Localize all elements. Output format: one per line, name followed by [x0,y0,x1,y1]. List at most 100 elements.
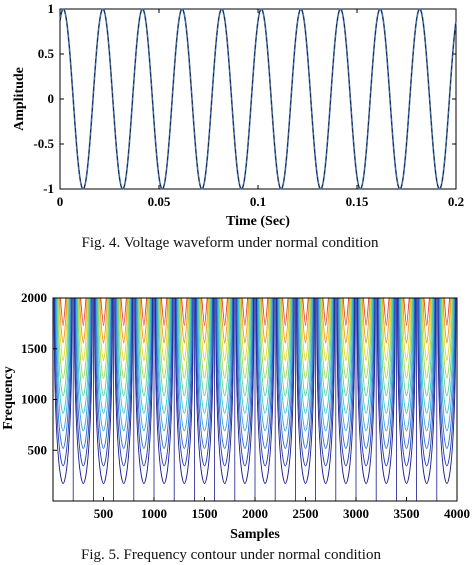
fig5-contour-line [55,298,72,449]
fig5-contour-line [380,298,393,397]
fig5-contour-line [59,298,67,327]
fig4-y-tick-label: 0 [48,91,55,106]
fig5-contour-line [402,298,411,344]
fig4-x-tick-label: 0.05 [148,194,171,209]
fig5-x-tick-label: 1500 [192,506,218,521]
fig5-contour-line [156,298,172,432]
fig5-contour-line [300,298,311,379]
fig5-contour-line [136,298,152,432]
fig5-contour-line [319,298,332,397]
fig5-contour-line [342,298,350,327]
fig5-contour-line [257,298,273,432]
fig5-contour-line [96,298,111,414]
fig5-contour-line [135,298,152,449]
fig5-contour-line [257,298,274,449]
fig5-contour-line [338,298,354,432]
fig5-contour-line [421,298,433,379]
fig5-contour-line [156,298,173,449]
fig5-contour-line [120,298,127,327]
fig5-contour-line [215,298,235,484]
fig5-x-tick-label: 1000 [141,506,167,521]
fig5-caption: Fig. 5. Frequency contour under normal c… [81,547,381,563]
fig5-contour-line [341,298,351,362]
fig5-contour-line [316,298,336,484]
fig5-contour-line [255,298,275,484]
fig5-contour-line [158,298,170,379]
fig5-contour-line [177,298,192,414]
fig5-contour-line [279,298,292,397]
fig5-x-axis-label: Samples [230,527,280,542]
fig5-contour-line [401,298,412,379]
fig5-contour-line [115,298,132,449]
fig5-contour-line [423,298,430,327]
fig5-x-tick-label: 500 [94,506,114,521]
fig5-contour-line [139,298,148,344]
fig5-contour-line [59,298,68,344]
fig5-contour-line [318,298,334,432]
fig5-contour-line [419,298,434,414]
fig5-contour-line [377,298,396,467]
fig5-contour-line [134,298,154,484]
fig5-contour-line [78,298,88,362]
fig5-contour-line [422,298,431,344]
fig5-contour-line [100,298,107,327]
fig5-y-tick-label: 2000 [21,290,47,305]
fig5-contour-line [298,298,313,432]
fig5-contour-line [336,298,356,484]
fig5-contour-line [399,298,414,414]
fig5-contour-line [278,298,293,414]
fig5-contour-line [357,298,375,467]
fig5-chart: 500 1000 1500 2000 2500 3000 3500 4000 500 1000 15… [1,290,470,563]
fig5-contour-line [116,298,131,414]
fig5-contour-line [398,298,415,449]
fig4-x-tick-label: 0.15 [346,194,369,209]
fig5-contour-line [159,298,169,362]
fig5-contour-line [54,298,72,467]
fig5-contour-line [378,298,395,449]
fig5-contour-line [361,298,371,362]
fig5-contour-line [77,298,89,379]
fig4-series-group [59,8,457,190]
fig5-contour-line [322,298,329,327]
fig5-contour-line [218,298,231,397]
fig5-contour-line [175,298,194,467]
fig5-contour-line [240,298,250,362]
fig5-contour-line [259,298,272,397]
fig4-x-axis-label: Time (Sec) [226,214,290,229]
fig5-contour-line [155,298,173,467]
fig4-series-line [59,8,457,190]
fig5-contour-line [261,298,270,344]
fig5-contour-line [437,298,457,484]
fig5-contour-line [79,298,88,344]
fig5-contour-line [138,298,150,379]
fig5-contour-line [236,298,254,467]
fig5-contour-line [320,298,332,379]
fig5-contour-line [94,298,113,484]
fig5-contour-line [378,298,394,432]
fig5-contour-line [442,298,452,362]
fig5-contour-line [380,298,392,379]
fig5-contour-line [199,298,210,362]
fig5-contour-line [438,298,455,449]
fig5-contour-line [114,298,133,467]
fig5-contour-line [117,298,130,397]
fig5-contour-line [259,298,271,379]
fig5-contour-line [236,298,253,449]
fig5-contour-line [417,298,436,467]
fig5-contour-line [321,298,330,344]
fig4-x-tick-label: 0.1 [250,194,266,209]
fig5-contour-line [135,298,153,467]
fig5-contour-line [197,298,212,414]
fig5-contour-line [195,298,214,484]
fig5-contour-line [77,298,90,397]
fig5-contour-line [379,298,394,414]
fig4-y-tick-label: 0.5 [38,46,55,61]
fig5-contour-line [297,298,314,449]
fig5-contour-line [220,298,230,362]
fig4-y-tick-label: -0.5 [33,136,54,151]
fig4-plot-frame [59,8,457,190]
fig5-contour-line [140,298,148,327]
fig5-contour-line [176,298,192,432]
fig5-contour-line [337,298,355,467]
fig5-contour-line [119,298,128,344]
